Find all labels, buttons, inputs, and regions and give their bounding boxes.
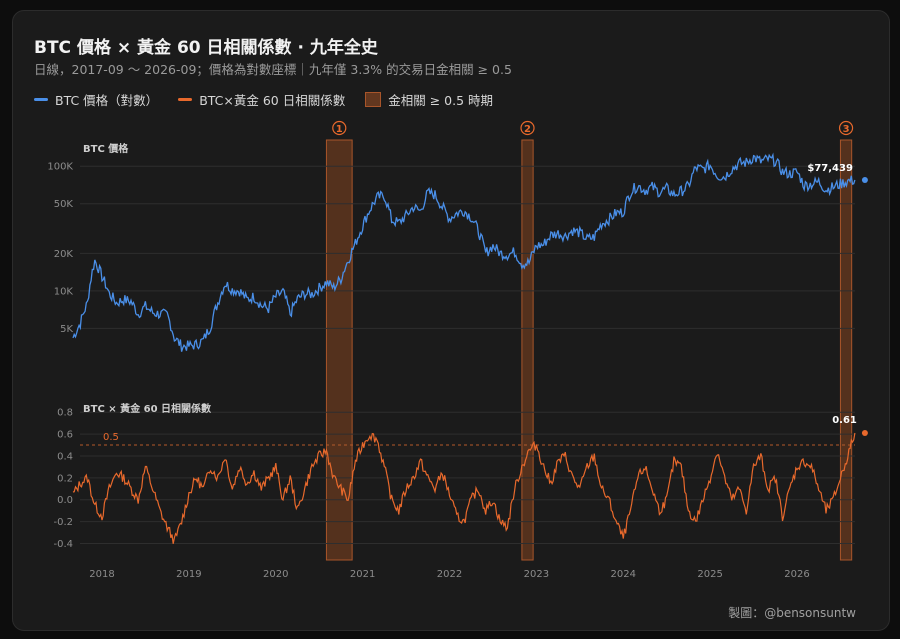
- x-tick-label: 2022: [437, 569, 462, 580]
- corr-ytick-label: 0.6: [57, 430, 73, 441]
- legend-label-corr: BTC×黃金 60 日相關係數: [199, 93, 346, 108]
- x-tick-label: 2018: [89, 569, 114, 580]
- credit-text: 製圖：@bensonsuntw: [728, 606, 856, 620]
- x-tick-label: 2021: [350, 569, 375, 580]
- corr-ytick-label: 0.2: [57, 473, 73, 484]
- period-marker-1: 1: [336, 124, 343, 135]
- x-tick-label: 2026: [784, 569, 809, 580]
- price-ytick-label: 10K: [54, 286, 74, 297]
- chart-title: BTC 價格 × 黃金 60 日相關係數 · 九年全史: [34, 38, 378, 58]
- corr-ytick-label: 0.0: [57, 495, 73, 506]
- chart-card: [12, 10, 890, 631]
- legend-item-period: 金相關 ≥ 0.5 時期: [365, 90, 493, 109]
- corr-ytick-label: -0.2: [53, 517, 73, 528]
- price-ytick-label: 50K: [54, 199, 74, 210]
- x-tick-label: 2023: [524, 569, 549, 580]
- legend-label-period: 金相關 ≥ 0.5 時期: [388, 93, 494, 108]
- corr-ytick-label: -0.4: [53, 539, 73, 550]
- x-tick-label: 2025: [697, 569, 722, 580]
- legend-label-btc: BTC 價格（對數）: [55, 93, 159, 108]
- period-marker-circle-2: [520, 120, 535, 136]
- corr-panel-title: BTC × 黃金 60 日相關係數: [83, 402, 211, 415]
- corr-ytick-label: 0.8: [57, 408, 73, 419]
- corr-last-label: 0.61: [832, 415, 857, 426]
- threshold-label: 0.5: [103, 432, 119, 443]
- legend-item-corr: BTC×黃金 60 日相關係數: [178, 90, 345, 109]
- legend-item-btc: BTC 價格（對數）: [34, 90, 158, 109]
- period-band-1: [325, 139, 353, 561]
- btc-last-label: $77,439: [807, 163, 853, 174]
- price-panel-title: BTC 價格: [83, 142, 129, 155]
- corr-ytick-label: 0.4: [57, 451, 73, 462]
- price-ytick-label: 100K: [47, 162, 73, 173]
- corr-line: [72, 432, 856, 544]
- legend-swatch-btc: [34, 98, 48, 101]
- price-ytick-label: 20K: [54, 249, 74, 260]
- period-marker-2: 2: [524, 124, 531, 135]
- legend-swatch-corr: [178, 98, 193, 101]
- legend-swatch-period: [365, 92, 382, 107]
- price-ytick-label: 5K: [60, 324, 73, 335]
- chart-subtitle: 日線，2017-09 ～ 2026-09；價格為對數座標｜九年僅 3.3% 的交…: [34, 62, 512, 77]
- period-marker-circle-3: [838, 120, 854, 136]
- corr-last-point: [861, 429, 868, 436]
- btc-price-line: [72, 152, 856, 352]
- x-tick-label: 2019: [176, 569, 201, 580]
- period-band-2: [521, 139, 534, 561]
- period-marker-3: 3: [843, 124, 850, 135]
- x-tick-label: 2024: [611, 569, 636, 580]
- period-marker-circle-1: [332, 120, 347, 136]
- period-band-3: [839, 139, 853, 561]
- btc-last-point: [861, 177, 868, 184]
- legend: BTC 價格（對數） BTC×黃金 60 日相關係數 金相關 ≥ 0.5 時期: [34, 90, 493, 109]
- x-tick-label: 2020: [263, 569, 288, 580]
